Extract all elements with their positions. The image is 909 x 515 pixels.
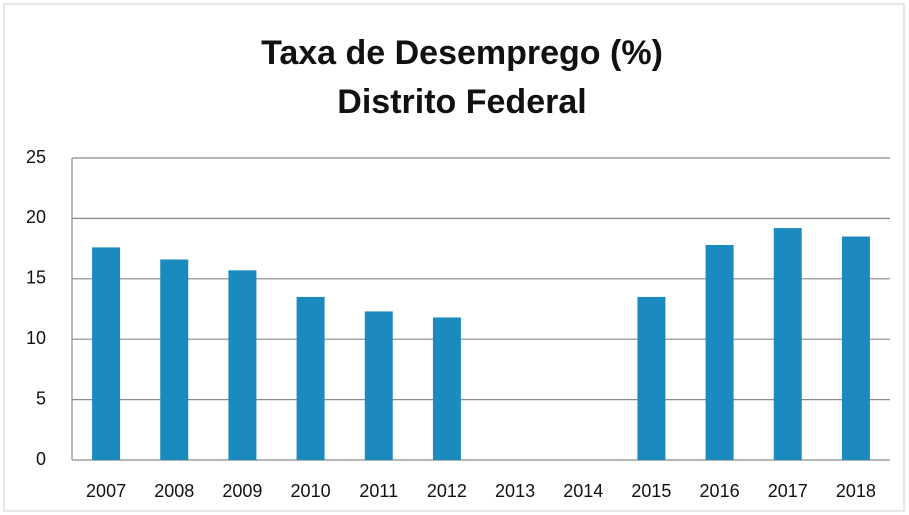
chart-title: Taxa de Desemprego (%) — [261, 34, 663, 72]
x-tick-label: 2016 — [700, 481, 740, 501]
y-tick-label: 0 — [36, 449, 46, 469]
chart-frame — [3, 3, 905, 512]
y-tick-label: 25 — [26, 147, 46, 167]
y-tick-label: 20 — [26, 207, 46, 227]
chart-subtitle: Distrito Federal — [337, 83, 586, 121]
x-tick-label: 2013 — [495, 481, 535, 501]
bar — [92, 247, 121, 460]
bar — [364, 311, 393, 460]
y-tick-label: 5 — [36, 388, 46, 408]
x-tick-label: 2009 — [222, 481, 262, 501]
y-tick-label: 10 — [26, 328, 46, 348]
x-tick-label: 2014 — [563, 481, 603, 501]
x-tick-label: 2012 — [427, 481, 467, 501]
x-tick-label: 2007 — [86, 481, 126, 501]
x-tick-label: 2015 — [631, 481, 671, 501]
bar — [228, 270, 257, 460]
bar — [705, 244, 734, 460]
x-tick-label: 2010 — [291, 481, 331, 501]
bar — [773, 228, 802, 460]
bar — [432, 317, 461, 460]
bar — [841, 236, 870, 460]
bar — [637, 296, 666, 460]
y-tick-label: 15 — [26, 268, 46, 288]
bar — [296, 296, 325, 460]
bar — [160, 259, 189, 460]
x-tick-label: 2017 — [768, 481, 808, 501]
x-tick-label: 2008 — [154, 481, 194, 501]
x-tick-label: 2011 — [359, 481, 398, 501]
x-tick-label: 2018 — [836, 481, 876, 501]
